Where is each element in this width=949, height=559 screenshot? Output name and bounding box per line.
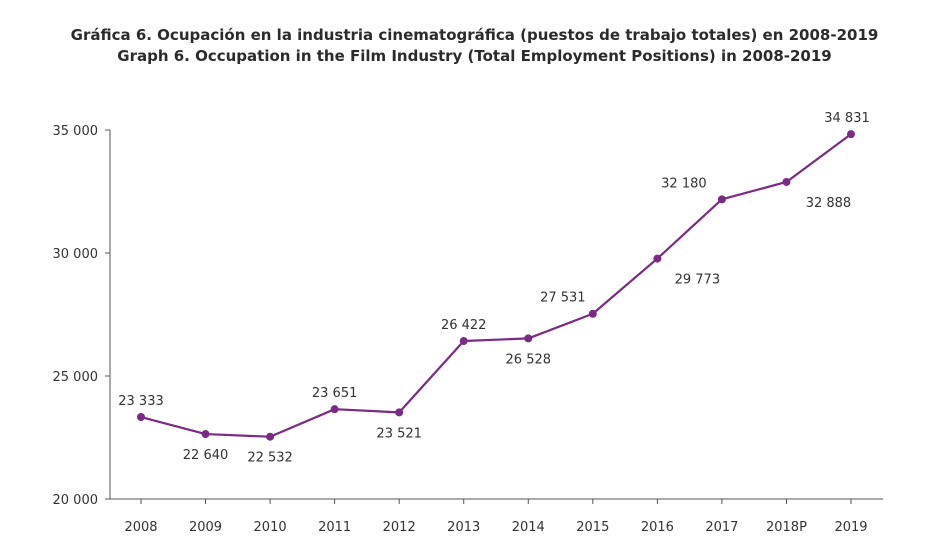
x-tick-label: 2014	[512, 520, 545, 535]
x-tick-label: 2015	[576, 520, 609, 535]
y-tick-label: 20 000	[53, 493, 99, 508]
data-label: 23 651	[312, 386, 358, 401]
x-tick-label: 2019	[834, 520, 867, 535]
data-point	[395, 408, 404, 417]
data-label: 32 180	[661, 176, 707, 191]
data-point	[717, 195, 726, 204]
y-tick-label: 35 000	[53, 124, 99, 139]
series-line	[140, 133, 852, 438]
data-point	[653, 254, 662, 263]
data-label: 22 640	[183, 448, 229, 463]
y-tick-label: 25 000	[53, 370, 99, 385]
data-point	[266, 432, 275, 441]
chart-subtitle: Graph 6. Occupation in the Film Industry…	[117, 47, 832, 65]
x-tick-label: 2008	[124, 520, 157, 535]
chart-title: Gráfica 6. Ocupación en la industria cin…	[70, 26, 879, 44]
data-point	[588, 309, 597, 318]
data-label: 23 521	[376, 426, 422, 441]
data-label: 29 773	[675, 273, 721, 288]
data-label: 23 333	[118, 394, 164, 409]
x-tick-label: 2013	[447, 520, 480, 535]
data-point	[459, 337, 468, 346]
x-tick-label: 2011	[318, 520, 351, 535]
x-tick-label: 2009	[189, 520, 222, 535]
x-tick-label: 2010	[254, 520, 287, 535]
data-point	[137, 413, 145, 422]
data-label: 26 422	[441, 318, 487, 333]
data-label: 26 528	[506, 352, 552, 367]
data-point	[201, 430, 210, 439]
x-tick-label: 2012	[383, 520, 416, 535]
data-point	[782, 177, 791, 186]
data-label: 22 532	[247, 451, 293, 466]
data-label: 27 531	[540, 291, 586, 306]
x-tick-label: 2017	[705, 520, 738, 535]
data-point	[847, 130, 855, 139]
data-label: 32 888	[806, 196, 852, 211]
data-point	[330, 405, 339, 414]
data-label: 34 831	[824, 111, 870, 126]
data-point	[524, 334, 533, 343]
x-tick-label: 2016	[641, 520, 674, 535]
y-tick-label: 30 000	[53, 247, 99, 262]
x-tick-label: 2018P	[766, 520, 807, 535]
